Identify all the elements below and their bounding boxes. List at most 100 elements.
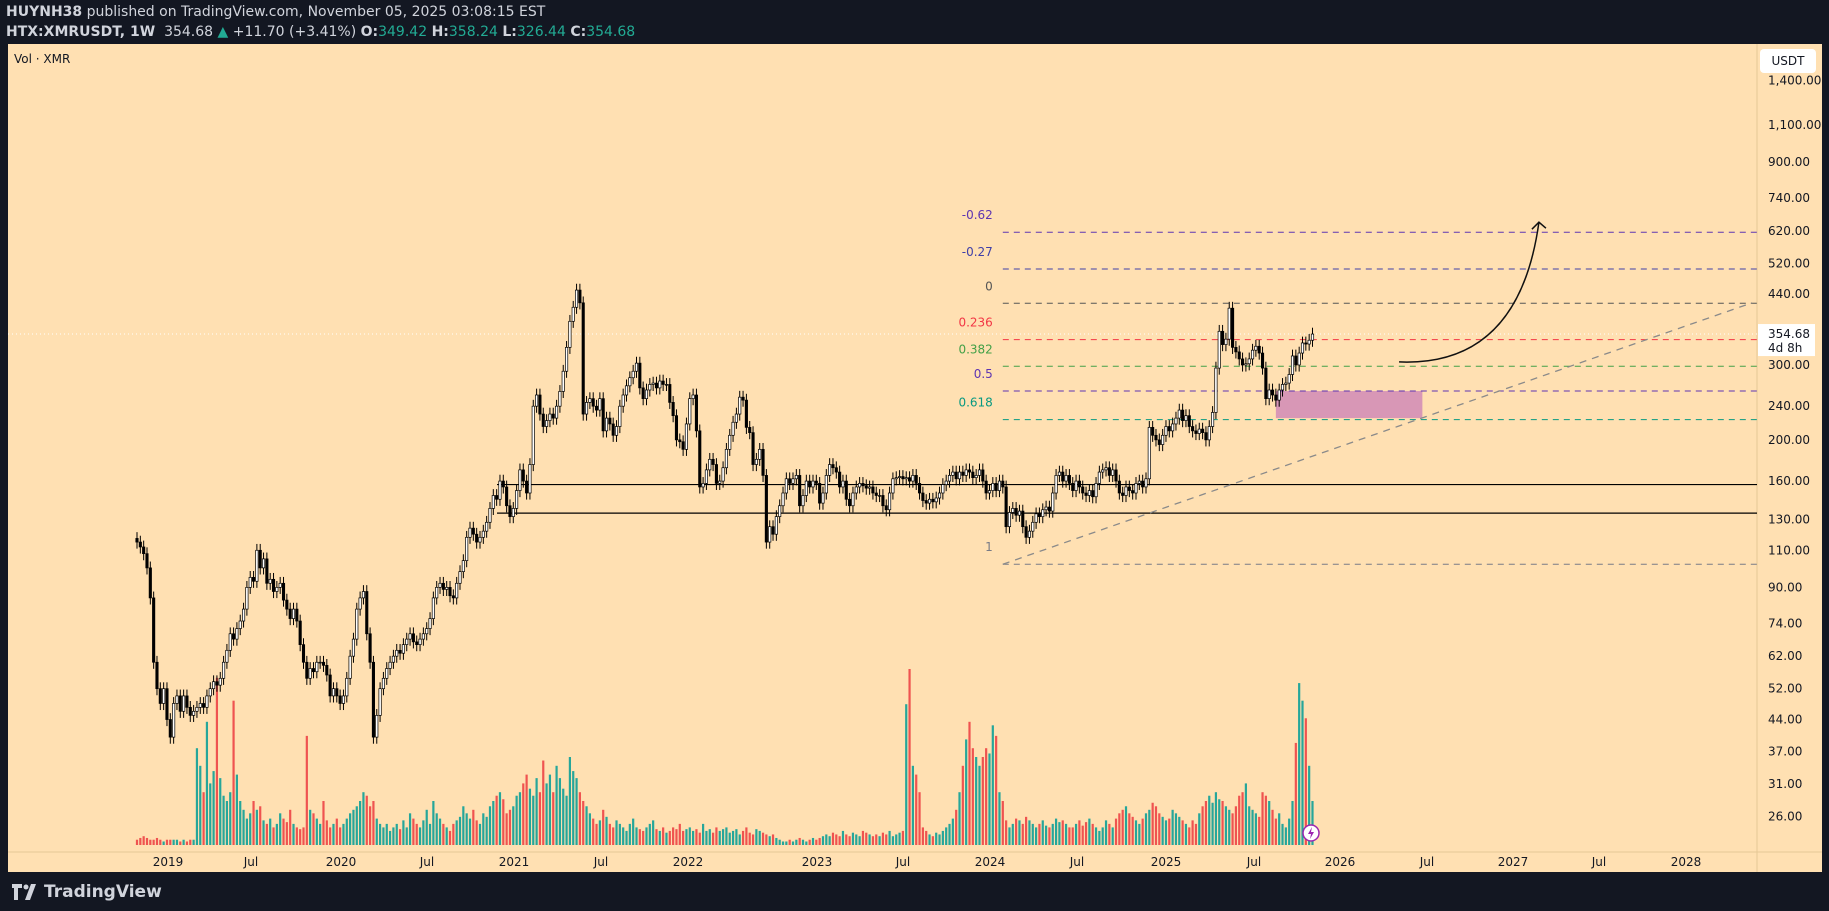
candle (614, 426, 619, 436)
price-tick-label: 52.00 (1768, 682, 1802, 696)
volume-bar (492, 801, 495, 845)
candle (1011, 508, 1015, 513)
candle (198, 703, 202, 708)
volume-bar (741, 830, 745, 845)
footer-logo[interactable]: TradingView (12, 882, 162, 902)
volume-bar (935, 832, 938, 845)
volume-bar (182, 839, 185, 845)
candle (182, 695, 186, 712)
volume-bar (955, 809, 958, 845)
currency-button[interactable]: USDT (1760, 49, 1816, 73)
high-value: 358.24 (448, 24, 498, 40)
volume-bar (875, 834, 878, 845)
volume-bar (1098, 830, 1101, 845)
candle (152, 597, 156, 663)
candle (391, 655, 395, 663)
last-price: 354.68 (164, 24, 214, 40)
volume-bar (425, 809, 428, 845)
volume-bar (472, 809, 475, 845)
volume-bar (322, 801, 325, 845)
candle (1284, 382, 1288, 385)
volume-bar (1241, 792, 1244, 845)
candle (481, 530, 485, 538)
candle (1191, 426, 1195, 432)
lightning-bolt-icon (1308, 827, 1314, 839)
volume-bar (825, 834, 828, 845)
volume-bar (162, 841, 165, 845)
candle (1207, 426, 1211, 441)
fib-level-label: 1 (985, 540, 993, 554)
candle (1054, 475, 1058, 494)
candle (1214, 367, 1218, 413)
volume-bar (861, 830, 865, 845)
price-tick-label: 300.00 (1768, 358, 1810, 372)
volume-bar (958, 792, 961, 845)
volume-bar (798, 837, 801, 845)
price-tick-label: 44.00 (1768, 713, 1802, 727)
candle (791, 478, 795, 484)
volume-bar (1171, 809, 1174, 845)
volume-bar (568, 757, 571, 845)
time-tick-label: Jul (1591, 855, 1606, 869)
candle (618, 405, 622, 427)
volume-bar (941, 830, 944, 845)
candle (888, 492, 892, 511)
volume-bar (232, 700, 235, 845)
price-change: +11.70 (+3.41%) (232, 24, 357, 40)
volume-bar (1168, 818, 1171, 845)
candle (1177, 409, 1181, 419)
candle (531, 405, 535, 465)
open-value: 349.42 (378, 24, 428, 40)
candle (1171, 423, 1175, 432)
volume-bar (1268, 801, 1271, 845)
time-tick-label: Jul (419, 855, 434, 869)
volume-bar (1258, 816, 1261, 845)
volume-bar (495, 795, 498, 845)
time-tick-label: 2026 (1325, 855, 1356, 869)
volume-bar (761, 832, 765, 845)
candle (611, 423, 615, 436)
time-tick-label: Jul (1069, 855, 1084, 869)
volume-bar (405, 827, 408, 845)
volume-bar (1071, 827, 1074, 845)
candle (525, 480, 529, 494)
volume-bar (209, 783, 212, 845)
volume-bar (359, 801, 362, 845)
candle (1087, 490, 1091, 496)
volume-bar (662, 827, 665, 845)
candle (311, 668, 316, 673)
author-name[interactable]: HUYNH38 (6, 4, 83, 20)
volume-bar (785, 841, 788, 845)
volume-bar (189, 839, 192, 845)
volume-bar (145, 837, 149, 845)
volume-bar (1211, 802, 1214, 845)
candle (1231, 307, 1235, 348)
candle (385, 668, 389, 679)
volume-bar (721, 829, 725, 845)
fib-level-label: 0.618 (958, 396, 992, 410)
candle (225, 649, 229, 663)
candle (581, 302, 585, 415)
candle (1250, 349, 1255, 360)
volume-bar (578, 792, 581, 845)
volume-bar (795, 839, 798, 845)
candle (901, 476, 905, 480)
volume-bar (175, 839, 179, 845)
volume-bar (252, 801, 255, 845)
volume-bar (1208, 795, 1211, 845)
price-tick-label: 130.00 (1768, 512, 1810, 526)
volume-bar (692, 830, 695, 845)
volume-indicator-label[interactable]: Vol · XMR (14, 52, 71, 66)
volume-bar (1061, 820, 1064, 845)
candle (351, 638, 356, 657)
candle (911, 475, 915, 482)
volume-bar (708, 829, 711, 845)
volume-bar (542, 760, 545, 845)
candle (1127, 486, 1131, 491)
volume-bar (632, 818, 635, 845)
chart-panel[interactable] (8, 44, 1822, 872)
candle (801, 495, 805, 507)
candle (628, 377, 632, 387)
candle (578, 289, 582, 304)
